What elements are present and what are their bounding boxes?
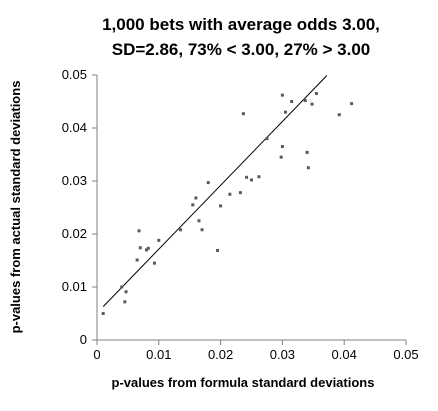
data-point <box>290 100 294 103</box>
y-tick-label: 0.03 <box>62 173 87 188</box>
data-points <box>101 92 354 315</box>
data-point <box>123 300 127 304</box>
data-point <box>206 181 210 185</box>
y-tick-label: 0.05 <box>62 67 87 82</box>
y-tick-label: 0.04 <box>62 120 87 135</box>
data-point <box>280 145 284 149</box>
data-point <box>157 238 161 242</box>
data-point <box>238 191 242 195</box>
data-point <box>101 312 105 315</box>
y-tick-label: 0.01 <box>62 279 87 294</box>
data-point <box>138 246 142 250</box>
chart-title: 1,000 bets with average odds 3.00, <box>102 15 380 34</box>
data-point <box>135 258 139 262</box>
data-point <box>178 228 182 232</box>
data-point <box>314 92 318 96</box>
data-point <box>257 175 261 179</box>
data-point <box>310 102 314 106</box>
data-point <box>337 113 341 117</box>
data-point <box>120 285 124 289</box>
data-point <box>303 98 307 102</box>
data-point <box>191 203 195 207</box>
data-point <box>124 290 128 294</box>
trendline <box>102 75 328 307</box>
x-tick-label: 0.04 <box>332 347 357 362</box>
data-point <box>250 178 253 182</box>
y-tick-label: 0 <box>80 332 87 347</box>
chart-subtitle: SD=2.86, 73% < 3.00, 27% > 3.00 <box>112 40 371 59</box>
data-point <box>216 248 220 252</box>
data-point <box>194 196 198 200</box>
trendline-layer <box>102 75 328 307</box>
data-point <box>265 137 269 141</box>
tick-labels: 0 0.01 0.02 0.03 0.04 0.05 0 0.01 0.02 0.03 0.04 0.… <box>62 67 419 362</box>
data-point <box>305 150 309 154</box>
data-point <box>146 246 150 250</box>
data-point <box>350 102 354 106</box>
data-point <box>144 248 148 252</box>
x-tick-label: 0.05 <box>393 347 418 362</box>
data-point <box>245 175 249 179</box>
data-point <box>152 261 156 265</box>
data-point <box>241 112 245 116</box>
data-point <box>219 204 223 208</box>
x-axis-title: p-values from formula standard deviation… <box>112 375 375 390</box>
data-point <box>306 166 310 170</box>
data-point <box>200 228 204 232</box>
axes <box>92 74 407 345</box>
y-tick-label: 0.02 <box>62 226 87 241</box>
y-axis-title: p-values from actual standard deviations <box>8 81 23 334</box>
x-tick-label: 0 <box>93 347 100 362</box>
x-tick-label: 0.03 <box>270 347 295 362</box>
x-tick-label: 0.02 <box>208 347 233 362</box>
x-tick-label: 0.01 <box>146 347 171 362</box>
data-point <box>279 155 283 159</box>
data-point <box>228 192 232 196</box>
data-point <box>197 219 201 223</box>
data-point <box>280 93 284 97</box>
data-point <box>137 229 141 233</box>
data-point <box>283 110 287 114</box>
